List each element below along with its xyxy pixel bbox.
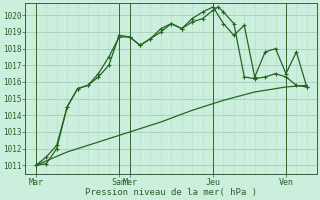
X-axis label: Pression niveau de la mer( hPa ): Pression niveau de la mer( hPa ) <box>85 188 257 197</box>
